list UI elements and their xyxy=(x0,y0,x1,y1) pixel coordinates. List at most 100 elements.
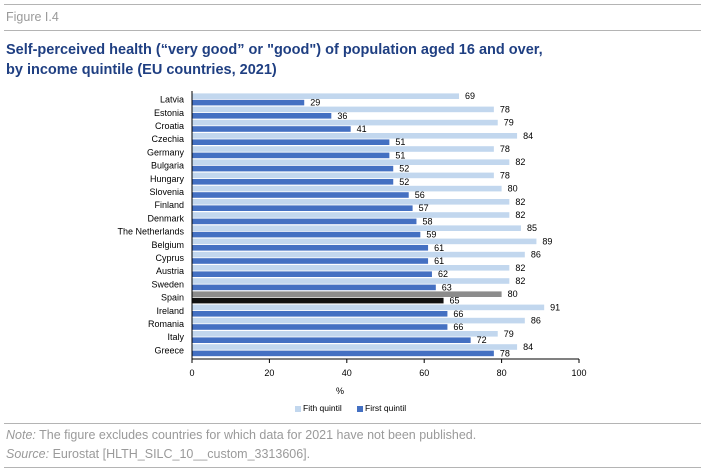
bar-fifth-cyprus xyxy=(192,251,525,258)
legend-swatch-fifth xyxy=(295,406,301,412)
data-label-first-the-netherlands: 59 xyxy=(426,230,436,240)
bar-first-cyprus xyxy=(192,258,429,264)
category-label-hungary: Hungary xyxy=(150,174,185,184)
x-tick-label-80: 80 xyxy=(497,368,507,378)
legend-label-first: First quintil xyxy=(365,403,406,413)
bar-first-croatia xyxy=(192,126,351,132)
bar-fifth-belgium xyxy=(192,238,537,245)
x-tick-label-60: 60 xyxy=(419,368,429,378)
data-label-first-estonia: 36 xyxy=(337,111,347,121)
category-label-germany: Germany xyxy=(147,147,185,157)
data-label-first-spain: 65 xyxy=(450,296,460,306)
x-tick-label-20: 20 xyxy=(264,368,274,378)
data-label-fifth-the-netherlands: 85 xyxy=(527,223,537,233)
bar-chart: Latvia 69 29 Estonia 78 36 Croatia 79 41 Czechia 8… xyxy=(117,91,587,413)
data-label-first-croatia: 41 xyxy=(357,124,367,134)
legend-swatch-first xyxy=(357,406,363,412)
bar-fifth-italy xyxy=(192,331,498,337)
header-rule xyxy=(4,30,701,31)
category-label-croatia: Croatia xyxy=(155,121,184,131)
category-label-slovenia: Slovenia xyxy=(149,187,184,197)
chart-title: Self-perceived health (“very good” or "g… xyxy=(6,40,696,80)
data-label-first-greece: 78 xyxy=(500,348,510,358)
data-label-fifth-bulgaria: 82 xyxy=(515,157,525,167)
data-label-fifth-germany: 78 xyxy=(500,144,510,154)
bar-fifth-denmark xyxy=(192,212,510,218)
data-label-first-cyprus: 61 xyxy=(434,256,444,266)
bar-fifth-czechia xyxy=(192,133,518,139)
data-label-first-denmark: 58 xyxy=(422,216,432,226)
data-label-first-belgium: 61 xyxy=(434,243,444,253)
data-label-first-italy: 72 xyxy=(477,335,487,345)
bar-first-spain xyxy=(192,297,444,304)
bar-first-czechia xyxy=(192,139,390,145)
category-label-romania: Romania xyxy=(148,319,184,329)
data-label-fifth-hungary: 78 xyxy=(500,170,510,180)
data-label-first-latvia: 29 xyxy=(310,98,320,108)
bar-first-italy xyxy=(192,337,471,343)
bar-first-sweden xyxy=(192,284,436,291)
data-label-fifth-romania: 86 xyxy=(531,316,541,326)
category-label-the-netherlands: The Netherlands xyxy=(117,227,184,237)
bar-fifth-greece xyxy=(192,344,518,350)
bar-first-estonia xyxy=(192,113,332,119)
bar-fifth-spain xyxy=(192,291,502,297)
bar-first-bulgaria xyxy=(192,165,394,172)
bar-first-austria xyxy=(192,271,432,277)
source-text: Eurostat [HLTH_SILC_10__custom_3313606]. xyxy=(49,447,311,461)
category-label-bulgaria: Bulgaria xyxy=(151,161,184,171)
bar-fifth-estonia xyxy=(192,106,494,113)
bar-fifth-ireland xyxy=(192,304,545,311)
bar-fifth-sweden xyxy=(192,278,510,284)
legend-label-fifth: Fith quintil xyxy=(303,403,342,413)
category-label-belgium: Belgium xyxy=(151,240,184,250)
data-label-first-czechia: 51 xyxy=(395,137,405,147)
bar-first-romania xyxy=(192,324,448,330)
bar-fifth-austria xyxy=(192,265,510,271)
category-label-denmark: Denmark xyxy=(147,213,184,223)
category-label-greece: Greece xyxy=(154,345,184,355)
data-label-first-romania: 66 xyxy=(453,322,463,332)
chart-title-line1: Self-perceived health (“very good” or "g… xyxy=(6,42,543,58)
data-label-fifth-cyprus: 86 xyxy=(531,250,541,260)
figure-source: Source: Eurostat [HLTH_SILC_10__custom_3… xyxy=(6,447,310,461)
category-label-czechia: Czechia xyxy=(151,134,184,144)
data-label-fifth-finland: 82 xyxy=(515,197,525,207)
data-label-fifth-czechia: 84 xyxy=(523,131,533,141)
category-label-cyprus: Cyprus xyxy=(155,253,184,263)
category-label-finland: Finland xyxy=(154,200,184,210)
bar-first-slovenia xyxy=(192,192,409,198)
category-label-italy: Italy xyxy=(167,332,184,342)
data-label-first-finland: 57 xyxy=(419,203,429,213)
x-tick-label-100: 100 xyxy=(571,368,586,378)
bar-first-denmark xyxy=(192,218,417,225)
chart-bottom-rule xyxy=(4,423,701,424)
category-label-estonia: Estonia xyxy=(154,108,184,118)
bottom-rule xyxy=(4,467,701,468)
category-label-sweden: Sweden xyxy=(151,279,184,289)
data-label-fifth-belgium: 89 xyxy=(542,236,552,246)
data-label-first-sweden: 63 xyxy=(442,282,452,292)
note-label: Note: xyxy=(6,428,36,442)
data-label-first-slovenia: 56 xyxy=(415,190,425,200)
data-label-fifth-austria: 82 xyxy=(515,263,525,273)
bar-fifth-finland xyxy=(192,199,510,205)
chart-title-line2: by income quintile (EU countries, 2021) xyxy=(6,62,277,78)
category-label-spain: Spain xyxy=(161,293,184,303)
data-label-first-hungary: 52 xyxy=(399,177,409,187)
data-label-fifth-ireland: 91 xyxy=(550,302,560,312)
bar-first-germany xyxy=(192,152,390,159)
note-text: The figure excludes countries for which … xyxy=(35,428,477,442)
bar-fifth-latvia xyxy=(192,93,460,99)
x-tick-label-0: 0 xyxy=(189,368,194,378)
data-label-first-bulgaria: 52 xyxy=(399,164,409,174)
bar-first-finland xyxy=(192,205,413,211)
bar-fifth-slovenia xyxy=(192,185,502,192)
data-label-fifth-italy: 79 xyxy=(504,329,514,339)
data-label-fifth-croatia: 79 xyxy=(504,118,514,128)
category-label-austria: Austria xyxy=(156,266,184,276)
bar-first-latvia xyxy=(192,99,305,106)
x-tick-label-40: 40 xyxy=(342,368,352,378)
data-label-fifth-sweden: 82 xyxy=(515,276,525,286)
bar-fifth-bulgaria xyxy=(192,159,510,165)
